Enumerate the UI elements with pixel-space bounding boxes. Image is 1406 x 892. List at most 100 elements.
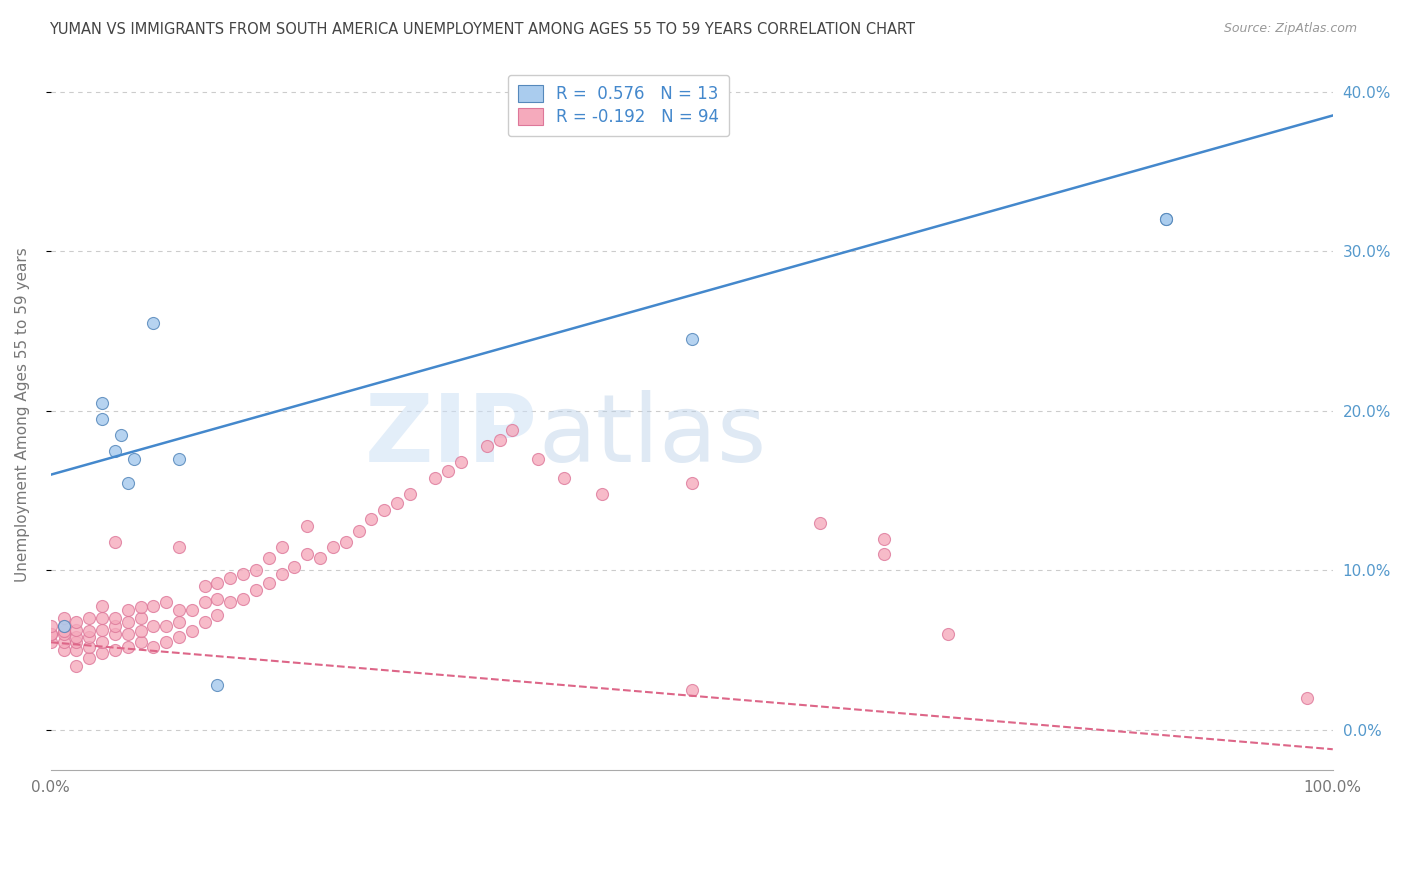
Point	[681, 475, 703, 490]
Point	[180, 603, 202, 617]
Point	[553, 471, 575, 485]
Point	[257, 550, 280, 565]
Point	[129, 624, 152, 639]
Point	[385, 496, 408, 510]
Point	[79, 631, 101, 645]
Point	[1296, 691, 1319, 706]
Point	[129, 600, 152, 615]
Point	[122, 451, 145, 466]
Point	[91, 611, 114, 625]
Point	[39, 627, 62, 641]
Point	[155, 619, 177, 633]
Point	[79, 640, 101, 654]
Point	[257, 576, 280, 591]
Point	[104, 443, 127, 458]
Point	[65, 659, 87, 673]
Point	[437, 465, 460, 479]
Point	[104, 611, 127, 625]
Point	[91, 623, 114, 637]
Point	[117, 640, 139, 654]
Point	[79, 624, 101, 639]
Point	[104, 534, 127, 549]
Text: YUMAN VS IMMIGRANTS FROM SOUTH AMERICA UNEMPLOYMENT AMONG AGES 55 TO 59 YEARS CO: YUMAN VS IMMIGRANTS FROM SOUTH AMERICA U…	[49, 22, 915, 37]
Point	[91, 411, 114, 425]
Point	[180, 624, 202, 639]
Point	[167, 540, 190, 554]
Point	[39, 627, 62, 641]
Point	[142, 640, 165, 654]
Point	[91, 635, 114, 649]
Point	[52, 635, 75, 649]
Point	[52, 611, 75, 625]
Point	[207, 576, 229, 591]
Point	[450, 455, 472, 469]
Point	[335, 534, 357, 549]
Point	[117, 475, 139, 490]
Point	[219, 595, 242, 609]
Point	[104, 619, 127, 633]
Point	[207, 608, 229, 623]
Point	[309, 550, 332, 565]
Legend: 	[685, 813, 699, 826]
Point	[681, 332, 703, 346]
Point	[373, 503, 395, 517]
Point	[270, 540, 292, 554]
Point	[297, 518, 319, 533]
Point	[527, 451, 550, 466]
Point	[52, 619, 75, 633]
Point	[167, 603, 190, 617]
Point	[167, 631, 190, 645]
Point	[117, 627, 139, 641]
Point	[155, 595, 177, 609]
Point	[360, 512, 382, 526]
Point	[283, 560, 305, 574]
Text: ZIP: ZIP	[366, 390, 538, 482]
Point	[873, 548, 896, 562]
Point	[79, 651, 101, 665]
Point	[194, 595, 217, 609]
Point	[347, 524, 370, 538]
Point	[117, 603, 139, 617]
Point	[142, 619, 165, 633]
Point	[117, 615, 139, 629]
Point	[91, 647, 114, 661]
Point	[297, 548, 319, 562]
Point	[1154, 212, 1177, 227]
Point	[129, 635, 152, 649]
Point	[39, 635, 62, 649]
Point	[207, 678, 229, 692]
Point	[104, 643, 127, 657]
Point	[91, 396, 114, 410]
Point	[425, 471, 447, 485]
Point	[501, 423, 523, 437]
Point	[142, 316, 165, 330]
Point	[142, 599, 165, 613]
Point	[155, 635, 177, 649]
Point	[591, 487, 613, 501]
Point	[194, 615, 217, 629]
Point	[52, 619, 75, 633]
Point	[1154, 212, 1177, 227]
Point	[232, 566, 254, 581]
Y-axis label: Unemployment Among Ages 55 to 59 years: Unemployment Among Ages 55 to 59 years	[15, 247, 30, 582]
Point	[194, 579, 217, 593]
Point	[104, 627, 127, 641]
Point	[65, 631, 87, 645]
Point	[52, 643, 75, 657]
Point	[681, 683, 703, 698]
Point	[65, 643, 87, 657]
Point	[398, 487, 420, 501]
Point	[936, 627, 959, 641]
Point	[270, 566, 292, 581]
Point	[232, 592, 254, 607]
Point	[110, 427, 132, 442]
Point	[322, 540, 344, 554]
Point	[129, 611, 152, 625]
Point	[873, 532, 896, 546]
Point	[65, 635, 87, 649]
Point	[488, 433, 510, 447]
Point	[808, 516, 831, 530]
Point	[79, 611, 101, 625]
Point	[52, 624, 75, 639]
Point	[91, 599, 114, 613]
